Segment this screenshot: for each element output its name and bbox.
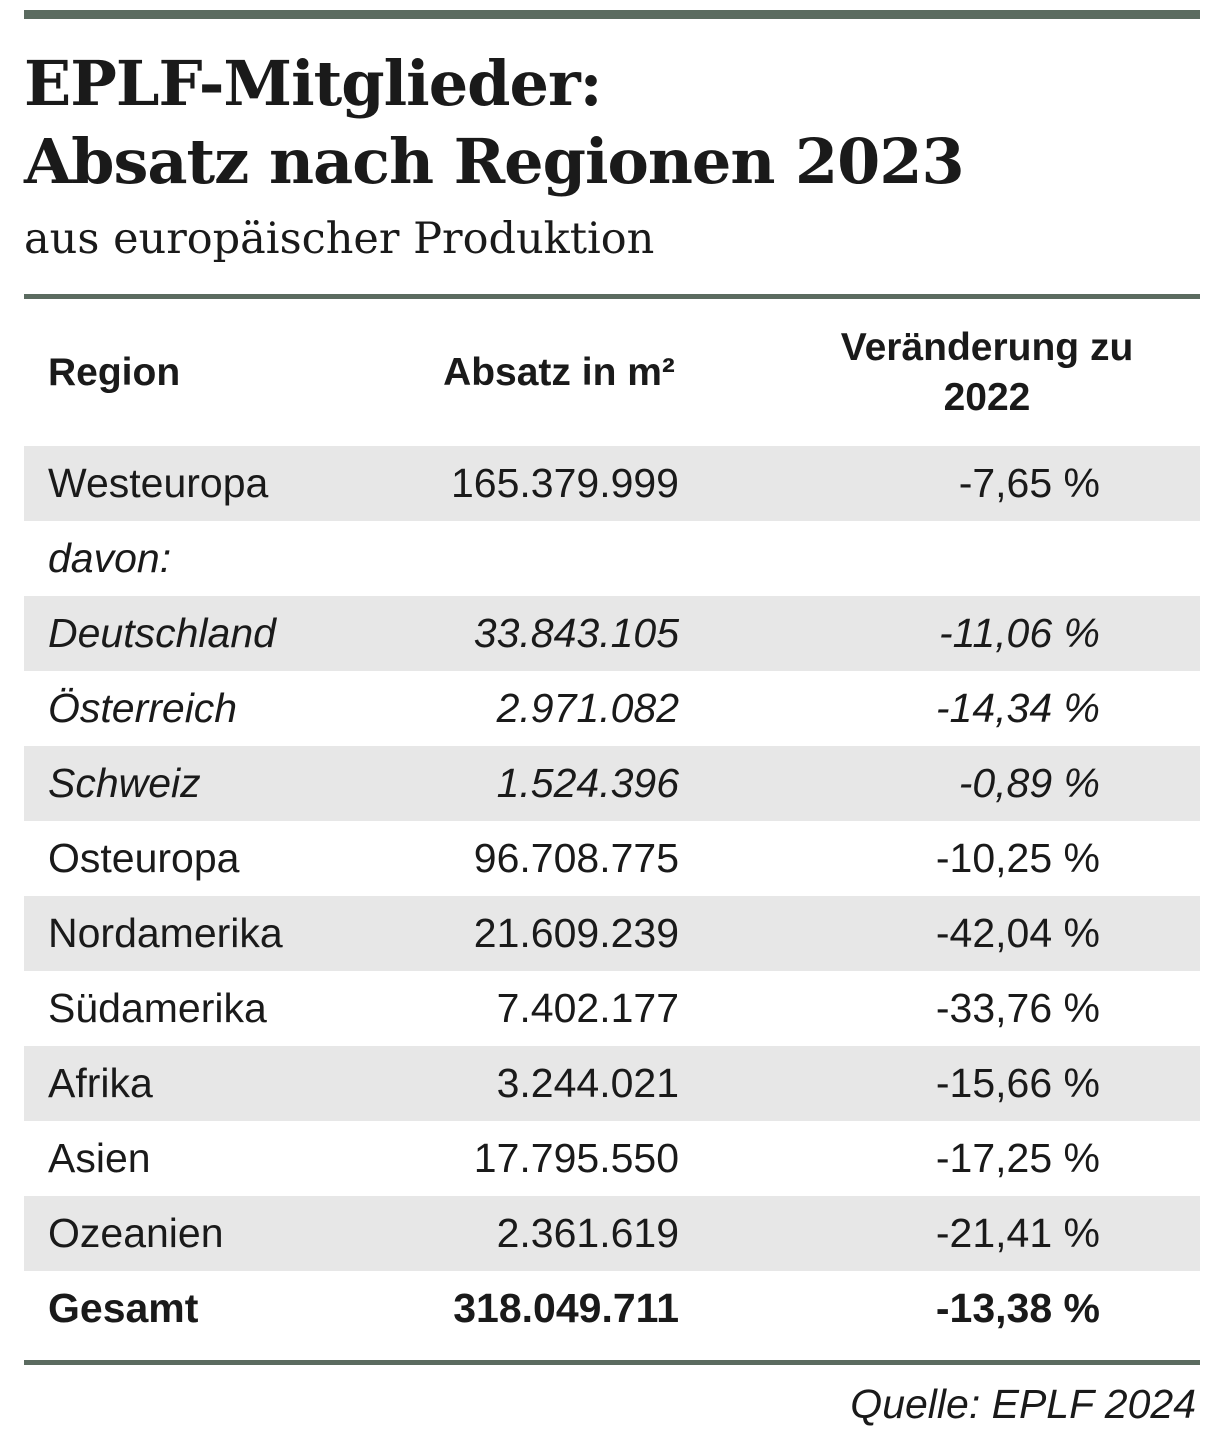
absatz-cell: 1.524.396 (404, 745, 714, 821)
row-westeuropa: Westeuropa 165.379.999 -7,65 % (24, 445, 1200, 521)
region-cell: Asien (48, 1134, 151, 1181)
sales-by-region-table: Region Absatz in m² Veränderung zu 2022 … (24, 301, 1200, 1346)
row-asien: Asien 17.795.550 -17,25 % (24, 1121, 1200, 1196)
column-header-region: Region (48, 351, 181, 395)
absatz-cell: 2.971.082 (496, 684, 679, 731)
row-oesterreich: Österreich 2.971.082 -14,34 % (24, 671, 1200, 746)
absatz-cell: 96.708.775 (473, 834, 679, 881)
change-cell: -11,06 % (714, 595, 1200, 671)
region-cell: Afrika (24, 1045, 404, 1121)
absatz-cell: 2.361.619 (404, 1195, 714, 1271)
change-cell: -7,65 % (714, 445, 1200, 521)
absatz-cell: 165.379.999 (404, 445, 714, 521)
absatz-cell: 33.843.105 (404, 595, 714, 671)
region-cell: Gesamt (48, 1284, 199, 1331)
region-cell: Schweiz (24, 745, 404, 821)
region-cell: Südamerika (48, 984, 267, 1031)
absatz-cell: 7.402.177 (496, 984, 679, 1031)
absatz-cell: 3.244.021 (404, 1045, 714, 1121)
region-cell: davon: (48, 534, 172, 581)
change-cell (714, 521, 1200, 596)
column-header-veraenderung: Veränderung zu 2022 (714, 301, 1200, 446)
column-header-veraenderung-label: Veränderung zu 2022 (840, 325, 1134, 420)
change-cell: -13,38 % (935, 1284, 1100, 1331)
change-cell: -21,41 % (714, 1195, 1200, 1271)
row-nordamerika: Nordamerika 21.609.239 -42,04 % (24, 895, 1200, 971)
row-afrika: Afrika 3.244.021 -15,66 % (24, 1045, 1200, 1121)
region-cell: Ozeanien (24, 1195, 404, 1271)
region-cell: Nordamerika (24, 895, 404, 971)
row-osteuropa: Osteuropa 96.708.775 -10,25 % (24, 821, 1200, 896)
absatz-cell (404, 521, 714, 596)
change-cell: -17,25 % (935, 1134, 1100, 1181)
change-cell: -10,25 % (935, 834, 1100, 881)
change-cell: -15,66 % (714, 1045, 1200, 1121)
page-subtitle: aus europäischer Produktion (24, 214, 655, 264)
region-cell: Westeuropa (24, 445, 404, 521)
change-cell: -14,34 % (935, 684, 1100, 731)
change-cell: -33,76 % (935, 984, 1100, 1031)
row-suedamerika: Südamerika 7.402.177 -33,76 % (24, 971, 1200, 1046)
bottom-rule (24, 1359, 1200, 1365)
subtitle-rule (24, 293, 1200, 299)
absatz-cell: 17.795.550 (473, 1134, 679, 1181)
change-cell: -42,04 % (714, 895, 1200, 971)
change-cell: -0,89 % (714, 745, 1200, 821)
table-header-row: Region Absatz in m² Veränderung zu 2022 (24, 301, 1200, 446)
source-credit: Quelle: EPLF 2024 (850, 1380, 1196, 1427)
page-title-line2: Absatz nach Regionen 2023 (24, 124, 965, 198)
page-title: EPLF-Mitglieder: Absatz nach Regionen 20… (24, 45, 1200, 200)
region-cell: Österreich (48, 684, 238, 731)
region-cell: Deutschland (24, 595, 404, 671)
absatz-cell: 21.609.239 (404, 895, 714, 971)
region-cell: Osteuropa (48, 834, 240, 881)
row-schweiz: Schweiz 1.524.396 -0,89 % (24, 745, 1200, 821)
top-rule (24, 10, 1200, 19)
page-title-line1: EPLF-Mitglieder: (24, 47, 603, 120)
column-header-absatz: Absatz in m² (443, 351, 675, 395)
absatz-cell: 318.049.711 (453, 1284, 679, 1331)
row-ozeanien: Ozeanien 2.361.619 -21,41 % (24, 1195, 1200, 1271)
row-deutschland: Deutschland 33.843.105 -11,06 % (24, 595, 1200, 671)
row-gesamt: Gesamt 318.049.711 -13,38 % (24, 1271, 1200, 1346)
row-davon: davon: (24, 521, 1200, 596)
